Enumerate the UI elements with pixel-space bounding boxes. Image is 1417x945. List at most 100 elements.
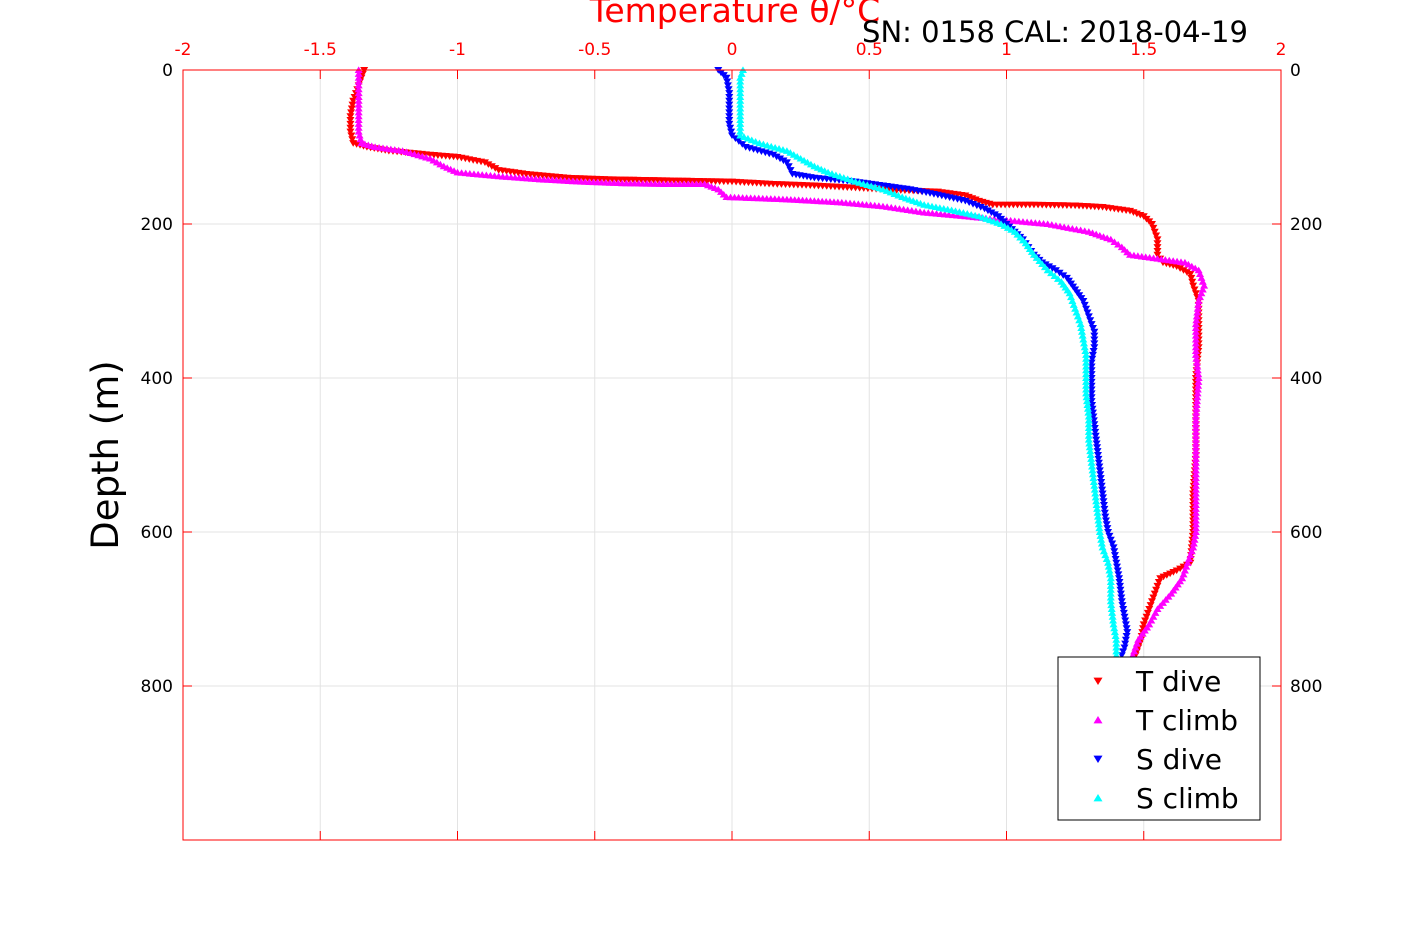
- y-tick-label-right: 400: [1290, 369, 1322, 389]
- x-tick-label: -2: [175, 40, 192, 60]
- data-point: [1191, 532, 1200, 539]
- data-point: [1076, 320, 1085, 328]
- data-point: [1050, 272, 1059, 279]
- data-point: [1191, 416, 1200, 424]
- data-point: [354, 70, 363, 77]
- data-point: [1114, 240, 1123, 248]
- data-marks: [346, 66, 1209, 659]
- data-point: [1082, 374, 1091, 381]
- data-point: [1112, 640, 1121, 647]
- data-point: [1191, 412, 1200, 420]
- data-point: [491, 165, 500, 172]
- data-point: [1082, 382, 1091, 389]
- data-point: [1191, 428, 1200, 435]
- data-point: [1191, 501, 1200, 509]
- data-point: [1111, 632, 1120, 639]
- data-point: [1112, 643, 1121, 651]
- data-point: [1111, 555, 1120, 563]
- data-point: [1105, 532, 1114, 540]
- data-point: [1106, 582, 1115, 589]
- data-point: [1104, 559, 1113, 566]
- data-point: [1051, 267, 1060, 274]
- data-point: [1191, 332, 1200, 339]
- data-point: [1106, 235, 1115, 243]
- data-point: [723, 78, 732, 86]
- data-point: [1082, 355, 1091, 362]
- data-point: [1059, 272, 1068, 279]
- data-point: [346, 117, 355, 124]
- x-tick-label: 0: [727, 40, 738, 60]
- data-point: [1090, 336, 1099, 344]
- data-point: [1191, 451, 1200, 458]
- data-point: [1091, 428, 1100, 436]
- data-point: [1102, 521, 1111, 528]
- data-point: [1084, 409, 1093, 416]
- data-point: [1115, 575, 1124, 582]
- data-point: [1095, 524, 1104, 532]
- data-point: [784, 163, 793, 170]
- data-point: [1186, 271, 1195, 278]
- data-point: [1095, 467, 1104, 474]
- series-s-climb: [736, 66, 1121, 659]
- data-point: [1103, 525, 1112, 532]
- data-point: [1087, 459, 1096, 466]
- data-point: [1123, 629, 1132, 636]
- data-point: [1080, 343, 1089, 351]
- data-point: [1047, 269, 1056, 277]
- series-t-climb: [354, 66, 1209, 659]
- data-point: [1045, 263, 1054, 270]
- data-point: [723, 82, 732, 89]
- data-point: [1084, 420, 1093, 428]
- x-tick-label: 1.5: [1130, 40, 1157, 60]
- data-point: [1147, 221, 1156, 228]
- data-point: [1153, 244, 1162, 251]
- data-point: [1193, 366, 1202, 374]
- data-point: [1088, 351, 1097, 359]
- data-point: [347, 132, 356, 140]
- data-point: [725, 120, 734, 128]
- data-point: [1090, 328, 1099, 336]
- data-point: [487, 163, 496, 170]
- data-point: [1077, 324, 1086, 331]
- data-point: [736, 128, 745, 135]
- data-point: [1091, 493, 1100, 501]
- data-point: [355, 131, 364, 139]
- data-point: [1115, 579, 1124, 586]
- x-tick-label: -0.5: [578, 40, 611, 60]
- data-point: [722, 74, 731, 82]
- data-point: [736, 74, 745, 81]
- data-point: [1115, 582, 1124, 590]
- data-point: [1086, 447, 1095, 455]
- data-point: [736, 101, 745, 108]
- data-point: [1179, 267, 1188, 274]
- data-point: [354, 108, 363, 116]
- data-point: [736, 112, 745, 120]
- data-point: [1191, 459, 1200, 466]
- data-point: [1096, 532, 1105, 539]
- data-point: [1150, 590, 1159, 598]
- data-point: [1085, 443, 1094, 451]
- data-point: [1152, 586, 1161, 594]
- data-point: [1099, 494, 1108, 501]
- data-point: [1087, 455, 1096, 462]
- data-point: [736, 104, 745, 112]
- data-point: [1098, 486, 1107, 494]
- data-point: [1191, 524, 1200, 532]
- data-point: [1082, 378, 1091, 385]
- data-point: [1094, 520, 1103, 528]
- data-point: [1149, 224, 1158, 232]
- chart-title: Temperature θ/°C: [589, 0, 880, 30]
- data-point: [1088, 462, 1097, 470]
- data-point: [1149, 594, 1158, 602]
- data-point: [1083, 309, 1092, 317]
- y-tick-label-right: 800: [1290, 677, 1322, 697]
- data-point: [1122, 625, 1131, 632]
- data-point: [1120, 613, 1129, 621]
- data-point: [1102, 517, 1111, 525]
- legend-label: T climb: [1135, 704, 1238, 737]
- data-point: [1194, 297, 1203, 304]
- data-point: [1182, 269, 1191, 276]
- data-point: [726, 124, 735, 132]
- data-point: [1106, 593, 1115, 601]
- data-point: [354, 97, 363, 104]
